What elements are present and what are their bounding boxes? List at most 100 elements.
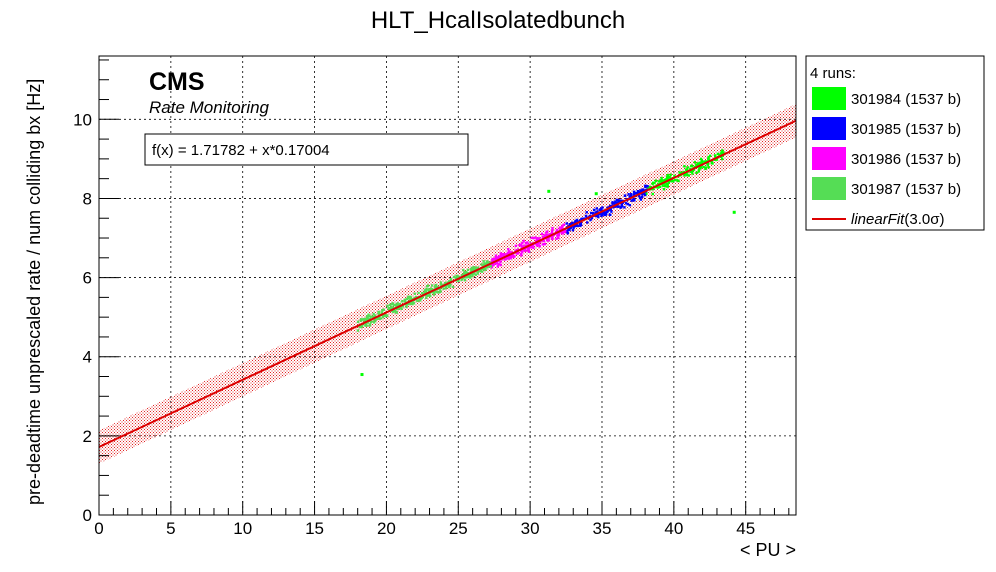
point-s3-140 [392,303,396,307]
point-s1-117 [609,213,612,216]
point-s1-152 [589,218,592,222]
point-s0-74 [696,163,700,167]
point-s0-124 [686,173,689,177]
point-s3-334 [410,302,413,306]
x-tick-label-5: 25 [449,519,468,538]
point-s3-172 [395,305,398,308]
point-s2-203 [546,239,549,242]
point-s3-303 [447,280,451,283]
point-s0-145 [683,174,686,177]
point-s3-198 [436,286,439,289]
point-s3-154 [449,283,452,287]
point-s1-9 [566,229,570,232]
legend: 4 runs: 301984 (1537 b) 301985 (1537 b) 30… [805,55,985,231]
x-tick-label-6: 30 [521,519,540,538]
point-s3-240 [396,302,399,305]
point-s3-177 [432,293,436,296]
point-s1-71 [598,208,601,212]
point-s0-89 [695,171,698,174]
point-s0-137 [666,174,669,177]
point-s2-94 [507,248,510,251]
x-tick-label-7: 35 [593,519,612,538]
point-s3-157 [390,306,393,310]
point-s3-349 [406,296,410,300]
point-s1-157 [644,184,647,188]
point-s0-33 [697,168,701,171]
point-s1-57 [606,210,609,214]
point-s0-163 [670,179,674,182]
point-s3-40 [430,284,434,287]
point-s2-30 [535,242,538,245]
x-axis-ticks: 0 5 10 15 20 25 30 35 40 45 [94,501,790,538]
fit-line-group [99,119,796,448]
point-s3-23 [374,319,377,322]
outlier-point-0 [547,189,551,193]
point-s0-46 [666,177,670,181]
x-tick-label-9: 45 [736,519,755,538]
point-s3-241 [368,323,372,326]
point-s2-120 [551,235,554,239]
point-s0-139 [704,166,707,170]
point-s3-201 [412,302,416,305]
point-s3-179 [466,268,470,272]
point-s1-179 [592,208,596,212]
point-s1-181 [632,198,635,202]
point-s2-74 [491,263,495,267]
point-s3-342 [483,267,486,271]
point-s1-113 [643,193,647,197]
point-s3-222 [365,315,369,318]
point-s3-232 [454,276,458,280]
point-s3-330 [397,307,400,310]
point-s1-61 [615,198,618,202]
point-s3-199 [419,296,422,300]
point-s0-36 [653,181,656,185]
point-s3-348 [464,276,467,279]
point-s1-138 [628,204,632,207]
point-s3-229 [438,287,442,290]
point-s3-11 [452,275,456,279]
point-s2-4 [535,244,539,247]
point-s3-243 [476,272,479,275]
point-s1-116 [585,211,588,214]
point-s3-89 [395,303,398,306]
point-s3-147 [463,271,466,275]
y-tick-label-0: 0 [83,506,92,525]
point-s1-187 [572,226,575,229]
point-s0-131 [687,174,691,177]
point-s1-121 [584,214,588,218]
y-tick-label-5: 10 [73,110,92,129]
point-s2-224 [503,252,506,256]
legend-swatch-3 [812,177,846,200]
point-s3-255 [377,311,380,314]
legend-entry-1: 301985 (1537 b) [851,121,961,138]
point-s3-251 [434,287,437,290]
point-s3-129 [380,311,384,314]
outlier-point-1 [732,210,736,214]
point-s3-340 [409,295,412,299]
point-s1-84 [638,196,642,200]
point-s2-8 [520,254,523,257]
x-tick-label-4: 20 [377,519,396,538]
point-s3-266 [437,291,440,294]
point-s2-194 [563,230,567,233]
point-s0-54 [721,157,724,161]
point-s2-181 [548,233,552,236]
point-s2-159 [524,241,528,245]
point-s3-341 [394,310,398,314]
point-s2-179 [537,241,540,245]
point-s3-263 [472,266,476,269]
point-s3-333 [382,308,386,311]
x-tick-label-3: 15 [305,519,324,538]
point-s0-86 [693,161,697,164]
point-s0-166 [686,166,689,169]
point-s2-218 [519,243,523,247]
point-s3-161 [360,325,363,329]
point-s1-79 [582,217,585,221]
point-s3-331 [423,289,427,292]
point-s2-227 [496,257,499,260]
point-s1-177 [575,218,579,222]
point-s3-24 [405,305,408,309]
point-s3-271 [439,289,442,293]
point-s1-145 [580,218,583,221]
point-s1-153 [627,193,630,196]
